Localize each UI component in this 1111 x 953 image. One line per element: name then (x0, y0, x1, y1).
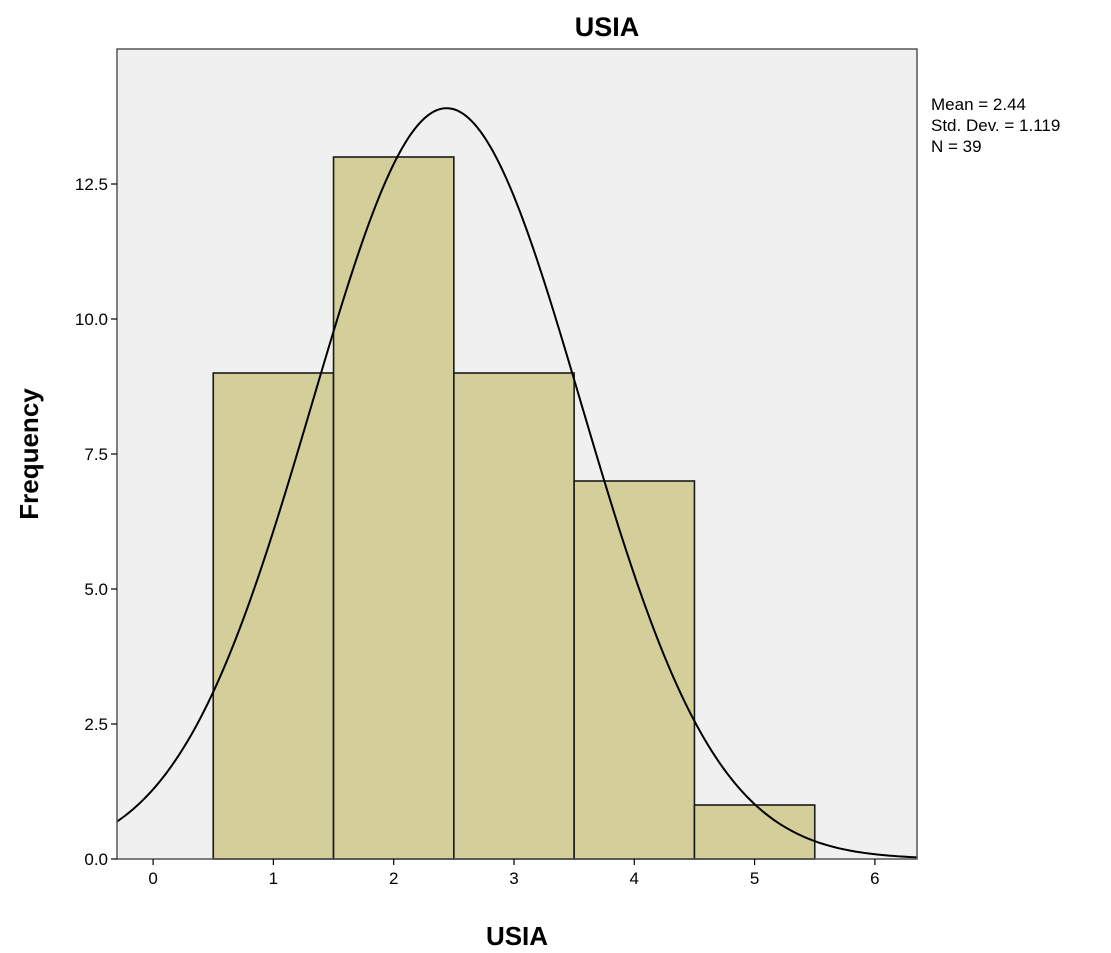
x-tick-label-3: 3 (509, 869, 518, 888)
y-tick-label-4: 10.0 (75, 310, 108, 329)
y-axis: 0.0 2.5 5.0 7.5 10.0 12.5 (75, 175, 117, 869)
histogram-bar-4 (573, 480, 696, 860)
x-tick-label-6: 6 (870, 869, 879, 888)
y-axis-label: Frequency (14, 388, 44, 520)
stats-legend: Mean = 2.44 Std. Dev. = 1.119 N = 39 (931, 95, 1060, 156)
histogram-bar-2 (332, 156, 455, 860)
stats-n: N = 39 (931, 137, 982, 156)
y-tick-label-2: 5.0 (84, 580, 108, 599)
normal-curve (116, 107, 918, 859)
x-tick-label-4: 4 (630, 869, 639, 888)
y-tick-label-5: 12.5 (75, 175, 108, 194)
x-tick-label-5: 5 (750, 869, 759, 888)
histogram-bar-5 (693, 804, 816, 860)
x-tick-label-2: 2 (389, 869, 398, 888)
chart-title: USIA (575, 12, 640, 42)
x-axis: 0 1 2 3 4 5 6 (148, 859, 880, 888)
x-tick-label-0: 0 (148, 869, 157, 888)
stats-mean: Mean = 2.44 (931, 95, 1026, 114)
histogram-bar-1 (212, 372, 335, 860)
stats-std-dev: Std. Dev. = 1.119 (931, 116, 1060, 135)
y-tick-label-0: 0.0 (84, 850, 108, 869)
histogram-bar-3 (453, 372, 575, 860)
x-axis-label: USIA (486, 921, 548, 951)
y-tick-label-1: 2.5 (84, 715, 108, 734)
y-tick-label-3: 7.5 (84, 445, 108, 464)
x-tick-label-1: 1 (269, 869, 278, 888)
